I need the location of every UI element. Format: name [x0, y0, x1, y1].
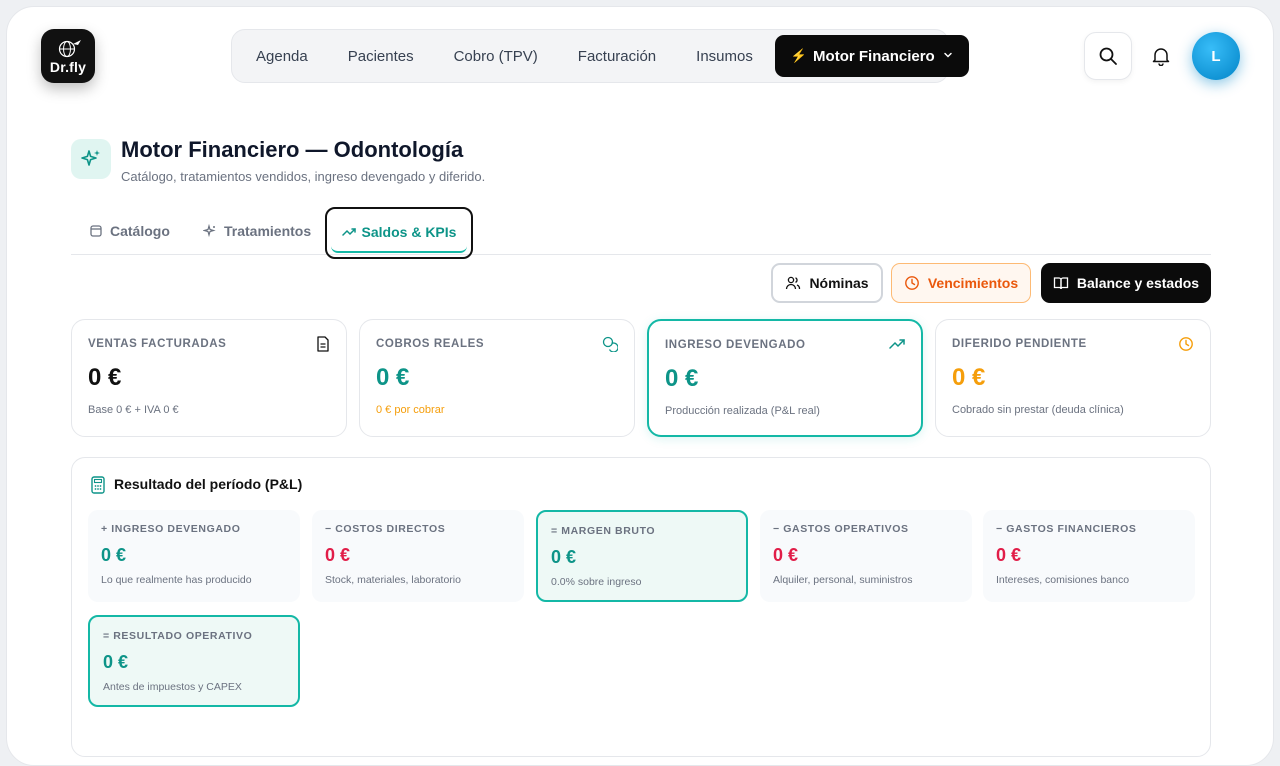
user-avatar[interactable]: L [1192, 32, 1240, 80]
pl-value: 0 € [551, 547, 577, 567]
pl-section: Resultado del período (P&L) + Ingreso de… [71, 457, 1211, 757]
kpi-label: Ingreso devengado [665, 339, 806, 351]
kpi-label: Diferido pendiente [952, 338, 1087, 350]
trending-up-icon [889, 337, 905, 356]
pl-label: + Ingreso devengado [101, 523, 241, 535]
coins-icon [602, 336, 619, 357]
pl-note: Lo que realmente has producido [101, 574, 252, 586]
pl-value: 0 € [325, 545, 351, 565]
pl-card-ingreso: + Ingreso devengado 0 € Lo que realmente… [88, 510, 300, 602]
nav-item-facturacion[interactable]: Facturación [577, 47, 657, 65]
clock-icon [904, 276, 919, 290]
nav-item-agenda[interactable]: Agenda [256, 47, 308, 65]
sparkle-icon [203, 224, 216, 238]
clock-icon [1178, 336, 1194, 357]
calculator-icon [90, 476, 106, 499]
pl-note: Intereses, comisiones banco [996, 574, 1130, 586]
kpi-label: Ventas facturadas [88, 338, 227, 350]
brand-name: Dr.fly [49, 58, 87, 75]
sparkles-icon [71, 139, 111, 179]
bolt-icon: ⚡ [790, 48, 808, 63]
bell-icon [1152, 48, 1170, 66]
pl-card-gastos-operativos: − Gastos operativos 0 € Alquiler, person… [760, 510, 972, 602]
kpi-value: 0 € [665, 365, 699, 392]
pl-label: − Costos directos [325, 523, 446, 535]
vencimientos-button[interactable]: Vencimientos [891, 263, 1031, 303]
kpi-note: Cobrado sin prestar (deuda clínica) [952, 404, 1124, 416]
kpi-value: 0 € [88, 364, 122, 391]
kpi-card-ventas: Ventas facturadas 0 € Base 0 € + IVA 0 € [71, 319, 347, 437]
pl-note: 0.0% sobre ingreso [551, 576, 642, 588]
pl-card-costos: − Costos directos 0 € Stock, materiales,… [312, 510, 524, 602]
search-icon [1099, 47, 1117, 65]
pl-note: Stock, materiales, laboratorio [325, 574, 461, 586]
balance-button[interactable]: Balance y estados [1041, 263, 1211, 303]
kpi-note: 0 € por cobrar [376, 404, 445, 416]
nav-active-label: Motor Financiero [813, 47, 935, 65]
bag-icon [90, 225, 102, 237]
nominas-button[interactable]: Nóminas [771, 263, 883, 303]
document-icon [316, 336, 330, 357]
kpi-card-diferido: Diferido pendiente 0 € Cobrado sin prest… [935, 319, 1211, 437]
globe-plane-icon [58, 39, 81, 57]
pl-card-margen: = Margen bruto 0 € 0.0% sobre ingreso [536, 510, 748, 602]
tab-bar: Catálogo Tratamientos Saldos & KPIs [71, 207, 1211, 259]
pl-value: 0 € [103, 652, 129, 672]
kpi-value: 0 € [376, 364, 410, 391]
brand-logo[interactable]: Dr.fly [41, 29, 95, 83]
kpi-label: Cobros reales [376, 338, 485, 350]
page-title: Motor Financiero — Odontología [121, 137, 464, 162]
notifications-button[interactable] [1143, 41, 1179, 71]
tab-saldos[interactable]: Saldos & KPIs [325, 207, 473, 259]
pl-label: − Gastos operativos [773, 523, 909, 535]
nominas-label: Nóminas [809, 275, 869, 291]
tab-tratamientos-label: Tratamientos [224, 223, 312, 239]
pl-value: 0 € [101, 545, 127, 565]
kpi-note: Base 0 € + IVA 0 € [88, 404, 179, 416]
pl-note: Alquiler, personal, suministros [773, 574, 913, 586]
chevron-down-icon [943, 50, 953, 63]
tab-catalogo-label: Catálogo [110, 223, 170, 239]
pl-label: = Resultado operativo [103, 630, 253, 642]
kpi-card-devengado: Ingreso devengado 0 € Producción realiza… [647, 319, 923, 437]
trending-up-icon [341, 228, 356, 236]
tab-saldos-label: Saldos & KPIs [361, 224, 457, 240]
nav-item-motor-financiero[interactable]: ⚡ Motor Financiero [774, 35, 969, 77]
pl-note: Antes de impuestos y CAPEX [103, 681, 242, 693]
search-button[interactable] [1084, 32, 1132, 80]
kpi-note: Producción realizada (P&L real) [665, 405, 820, 417]
pl-label: = Margen bruto [551, 525, 656, 537]
book-open-icon [1053, 277, 1069, 290]
tab-catalogo[interactable]: Catálogo [89, 223, 170, 239]
pl-title: Resultado del período (P&L) [114, 476, 303, 492]
pl-card-resultado: = Resultado operativo 0 € Antes de impue… [88, 615, 300, 707]
nav-item-pacientes[interactable]: Pacientes [347, 47, 414, 65]
pl-label: − Gastos financieros [996, 523, 1137, 535]
pl-value: 0 € [996, 545, 1022, 565]
pl-card-gastos-financieros: − Gastos financieros 0 € Intereses, comi… [983, 510, 1195, 602]
nav-item-insumos[interactable]: Insumos [696, 47, 753, 65]
kpi-card-cobros: Cobros reales 0 € 0 € por cobrar [359, 319, 635, 437]
pl-value: 0 € [773, 545, 799, 565]
vencimientos-label: Vencimientos [927, 275, 1019, 291]
nav-item-cobro[interactable]: Cobro (TPV) [453, 47, 538, 65]
kpi-value: 0 € [952, 364, 986, 391]
balance-label: Balance y estados [1076, 275, 1200, 291]
tab-tratamientos[interactable]: Tratamientos [203, 223, 311, 239]
page-subtitle: Catálogo, tratamientos vendidos, ingreso… [121, 169, 486, 184]
app-frame: Dr.fly Agenda Pacientes Cobro (TPV) Fact… [6, 6, 1274, 766]
main-nav: Agenda Pacientes Cobro (TPV) Facturación… [231, 29, 969, 83]
users-icon [786, 276, 801, 290]
